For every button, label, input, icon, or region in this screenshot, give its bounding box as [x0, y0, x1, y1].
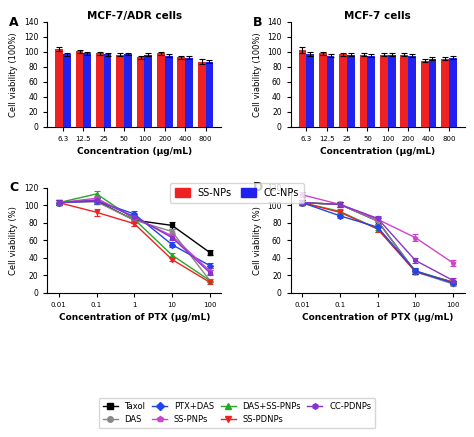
Bar — [380, 55, 388, 127]
X-axis label: Concentration (μg/mL): Concentration (μg/mL) — [77, 147, 192, 156]
Bar — [367, 55, 375, 127]
X-axis label: Concentration (μg/mL): Concentration (μg/mL) — [320, 147, 435, 156]
X-axis label: Concentration of PTX (μg/mL): Concentration of PTX (μg/mL) — [302, 313, 453, 323]
Text: B: B — [253, 16, 262, 28]
Bar — [96, 53, 104, 127]
Bar — [449, 58, 456, 127]
Bar — [441, 59, 449, 127]
Y-axis label: Cell viability (100%): Cell viability (100%) — [253, 32, 262, 117]
Bar — [360, 55, 367, 127]
Bar — [206, 62, 213, 127]
Bar — [185, 58, 193, 127]
Bar — [124, 54, 132, 127]
Bar — [408, 55, 416, 127]
Bar — [319, 53, 327, 127]
Bar — [421, 61, 428, 127]
Bar — [428, 59, 436, 127]
Y-axis label: Cell viability (%): Cell viability (%) — [9, 206, 18, 275]
Bar — [327, 55, 335, 127]
Legend: SS-NPs, CC-NPs: SS-NPs, CC-NPs — [170, 183, 304, 203]
Text: C: C — [9, 181, 18, 194]
Bar — [347, 55, 355, 127]
Legend: Taxol, DAS, PTX+DAS, SS-PNPs, DAS+SS-PNPs, SS-PDNPs, CC-PDNPs: Taxol, DAS, PTX+DAS, SS-PNPs, DAS+SS-PNP… — [99, 398, 375, 428]
Bar — [76, 51, 83, 127]
Bar — [388, 55, 395, 127]
Bar — [177, 57, 185, 127]
Title: MCF-7 cells: MCF-7 cells — [344, 11, 411, 21]
Bar — [306, 54, 314, 127]
Bar — [117, 55, 124, 127]
X-axis label: Concentration of PTX (μg/mL): Concentration of PTX (μg/mL) — [59, 313, 210, 323]
Bar — [165, 55, 173, 127]
Bar — [299, 50, 306, 127]
Bar — [83, 53, 91, 127]
Bar — [137, 57, 145, 127]
Bar — [401, 55, 408, 127]
Text: A: A — [9, 16, 19, 28]
Y-axis label: Cell viability (100%): Cell viability (100%) — [9, 32, 18, 117]
Bar — [198, 62, 206, 127]
Bar — [157, 53, 165, 127]
Bar — [145, 55, 152, 127]
Bar — [104, 54, 111, 127]
Text: D: D — [253, 181, 263, 194]
Bar — [339, 54, 347, 127]
Y-axis label: Cell viability (%): Cell viability (%) — [253, 206, 262, 275]
Bar — [55, 49, 63, 127]
Title: MCF-7/ADR cells: MCF-7/ADR cells — [87, 11, 182, 21]
Bar — [63, 54, 71, 127]
